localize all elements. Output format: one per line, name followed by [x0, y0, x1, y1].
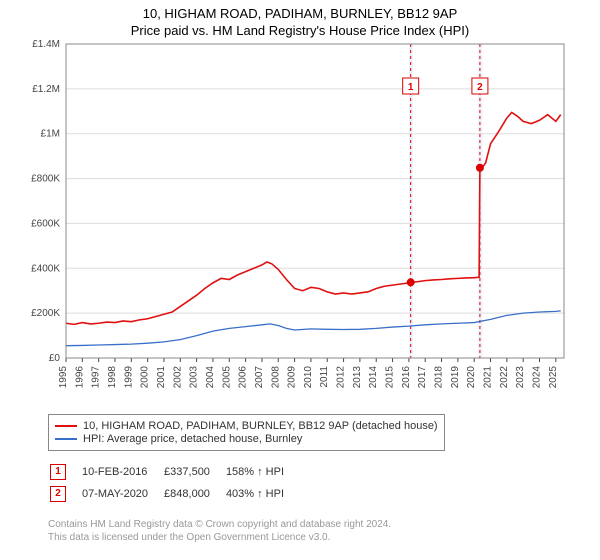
svg-text:2024: 2024 — [532, 366, 543, 389]
transaction-price: £848,000 — [164, 484, 224, 504]
svg-text:1996: 1996 — [74, 366, 85, 389]
svg-text:2022: 2022 — [499, 366, 510, 389]
transaction-price: £337,500 — [164, 462, 224, 482]
svg-text:2020: 2020 — [466, 366, 477, 389]
svg-text:2019: 2019 — [450, 366, 461, 389]
svg-text:2015: 2015 — [385, 366, 396, 389]
svg-text:2008: 2008 — [270, 366, 281, 389]
svg-text:2010: 2010 — [303, 366, 314, 389]
svg-text:2007: 2007 — [254, 366, 265, 389]
svg-text:2012: 2012 — [336, 366, 347, 389]
svg-text:£1.2M: £1.2M — [32, 84, 60, 95]
table-row: 1 10-FEB-2016 £337,500 158% ↑ HPI — [50, 462, 298, 482]
price-chart: £0 £200K £400K £600K £800K £1M £1.2M £1.4M 1995 1… — [18, 38, 578, 398]
transaction-date: 07-MAY-2020 — [82, 484, 162, 504]
legend-label-price: 10, HIGHAM ROAD, PADIHAM, BURNLEY, BB12 … — [83, 420, 438, 432]
svg-text:2005: 2005 — [221, 366, 232, 389]
footer-line2: This data is licensed under the Open Gov… — [48, 531, 391, 544]
transactions-table: 1 10-FEB-2016 £337,500 158% ↑ HPI 2 07-M… — [48, 460, 300, 506]
svg-text:2003: 2003 — [189, 366, 200, 389]
title-address: 10, HIGHAM ROAD, PADIHAM, BURNLEY, BB12 … — [0, 6, 600, 21]
svg-text:1997: 1997 — [91, 366, 102, 389]
table-row: 2 07-MAY-2020 £848,000 403% ↑ HPI — [50, 484, 298, 504]
legend-swatch-price — [55, 425, 77, 427]
svg-text:2002: 2002 — [172, 366, 183, 389]
svg-text:2013: 2013 — [352, 366, 363, 389]
svg-text:2016: 2016 — [401, 366, 412, 389]
svg-text:1998: 1998 — [107, 366, 118, 389]
legend-item-hpi: HPI: Average price, detached house, Burn… — [55, 433, 438, 445]
transaction-marker: 1 — [50, 464, 66, 480]
svg-text:2011: 2011 — [319, 366, 330, 388]
svg-text:1999: 1999 — [123, 366, 134, 389]
svg-text:1995: 1995 — [58, 366, 69, 389]
svg-text:£800K: £800K — [31, 174, 60, 185]
svg-text:£400K: £400K — [31, 263, 60, 274]
legend-label-hpi: HPI: Average price, detached house, Burn… — [83, 433, 302, 445]
svg-text:£600K: £600K — [31, 218, 60, 229]
legend-item-price: 10, HIGHAM ROAD, PADIHAM, BURNLEY, BB12 … — [55, 420, 438, 432]
legend-box: 10, HIGHAM ROAD, PADIHAM, BURNLEY, BB12 … — [48, 414, 445, 451]
transaction-marker: 2 — [50, 486, 66, 502]
svg-text:2018: 2018 — [434, 366, 445, 389]
footer-attribution: Contains HM Land Registry data © Crown c… — [48, 518, 391, 544]
svg-text:2025: 2025 — [548, 366, 559, 389]
svg-text:2001: 2001 — [156, 366, 167, 389]
svg-text:2009: 2009 — [287, 366, 298, 389]
title-subtitle: Price paid vs. HM Land Registry's House … — [0, 23, 600, 38]
svg-text:£0: £0 — [49, 353, 61, 364]
svg-text:£200K: £200K — [31, 308, 60, 319]
svg-text:2006: 2006 — [238, 366, 249, 389]
legend-swatch-hpi — [55, 438, 77, 440]
svg-text:2014: 2014 — [368, 366, 379, 389]
svg-text:£1.4M: £1.4M — [32, 39, 60, 50]
svg-text:£1M: £1M — [41, 129, 60, 140]
svg-text:2023: 2023 — [515, 366, 526, 389]
chart-container: 10, HIGHAM ROAD, PADIHAM, BURNLEY, BB12 … — [0, 0, 600, 560]
svg-text:2004: 2004 — [205, 366, 216, 389]
transaction-pct: 403% ↑ HPI — [226, 484, 298, 504]
svg-text:2000: 2000 — [140, 366, 151, 389]
svg-text:2017: 2017 — [417, 366, 428, 389]
footer-line1: Contains HM Land Registry data © Crown c… — [48, 518, 391, 531]
svg-text:2021: 2021 — [483, 366, 494, 389]
transaction-date: 10-FEB-2016 — [82, 462, 162, 482]
svg-text:1: 1 — [408, 82, 414, 93]
svg-text:2: 2 — [477, 82, 483, 93]
transaction-pct: 158% ↑ HPI — [226, 462, 298, 482]
title-block: 10, HIGHAM ROAD, PADIHAM, BURNLEY, BB12 … — [0, 0, 600, 38]
